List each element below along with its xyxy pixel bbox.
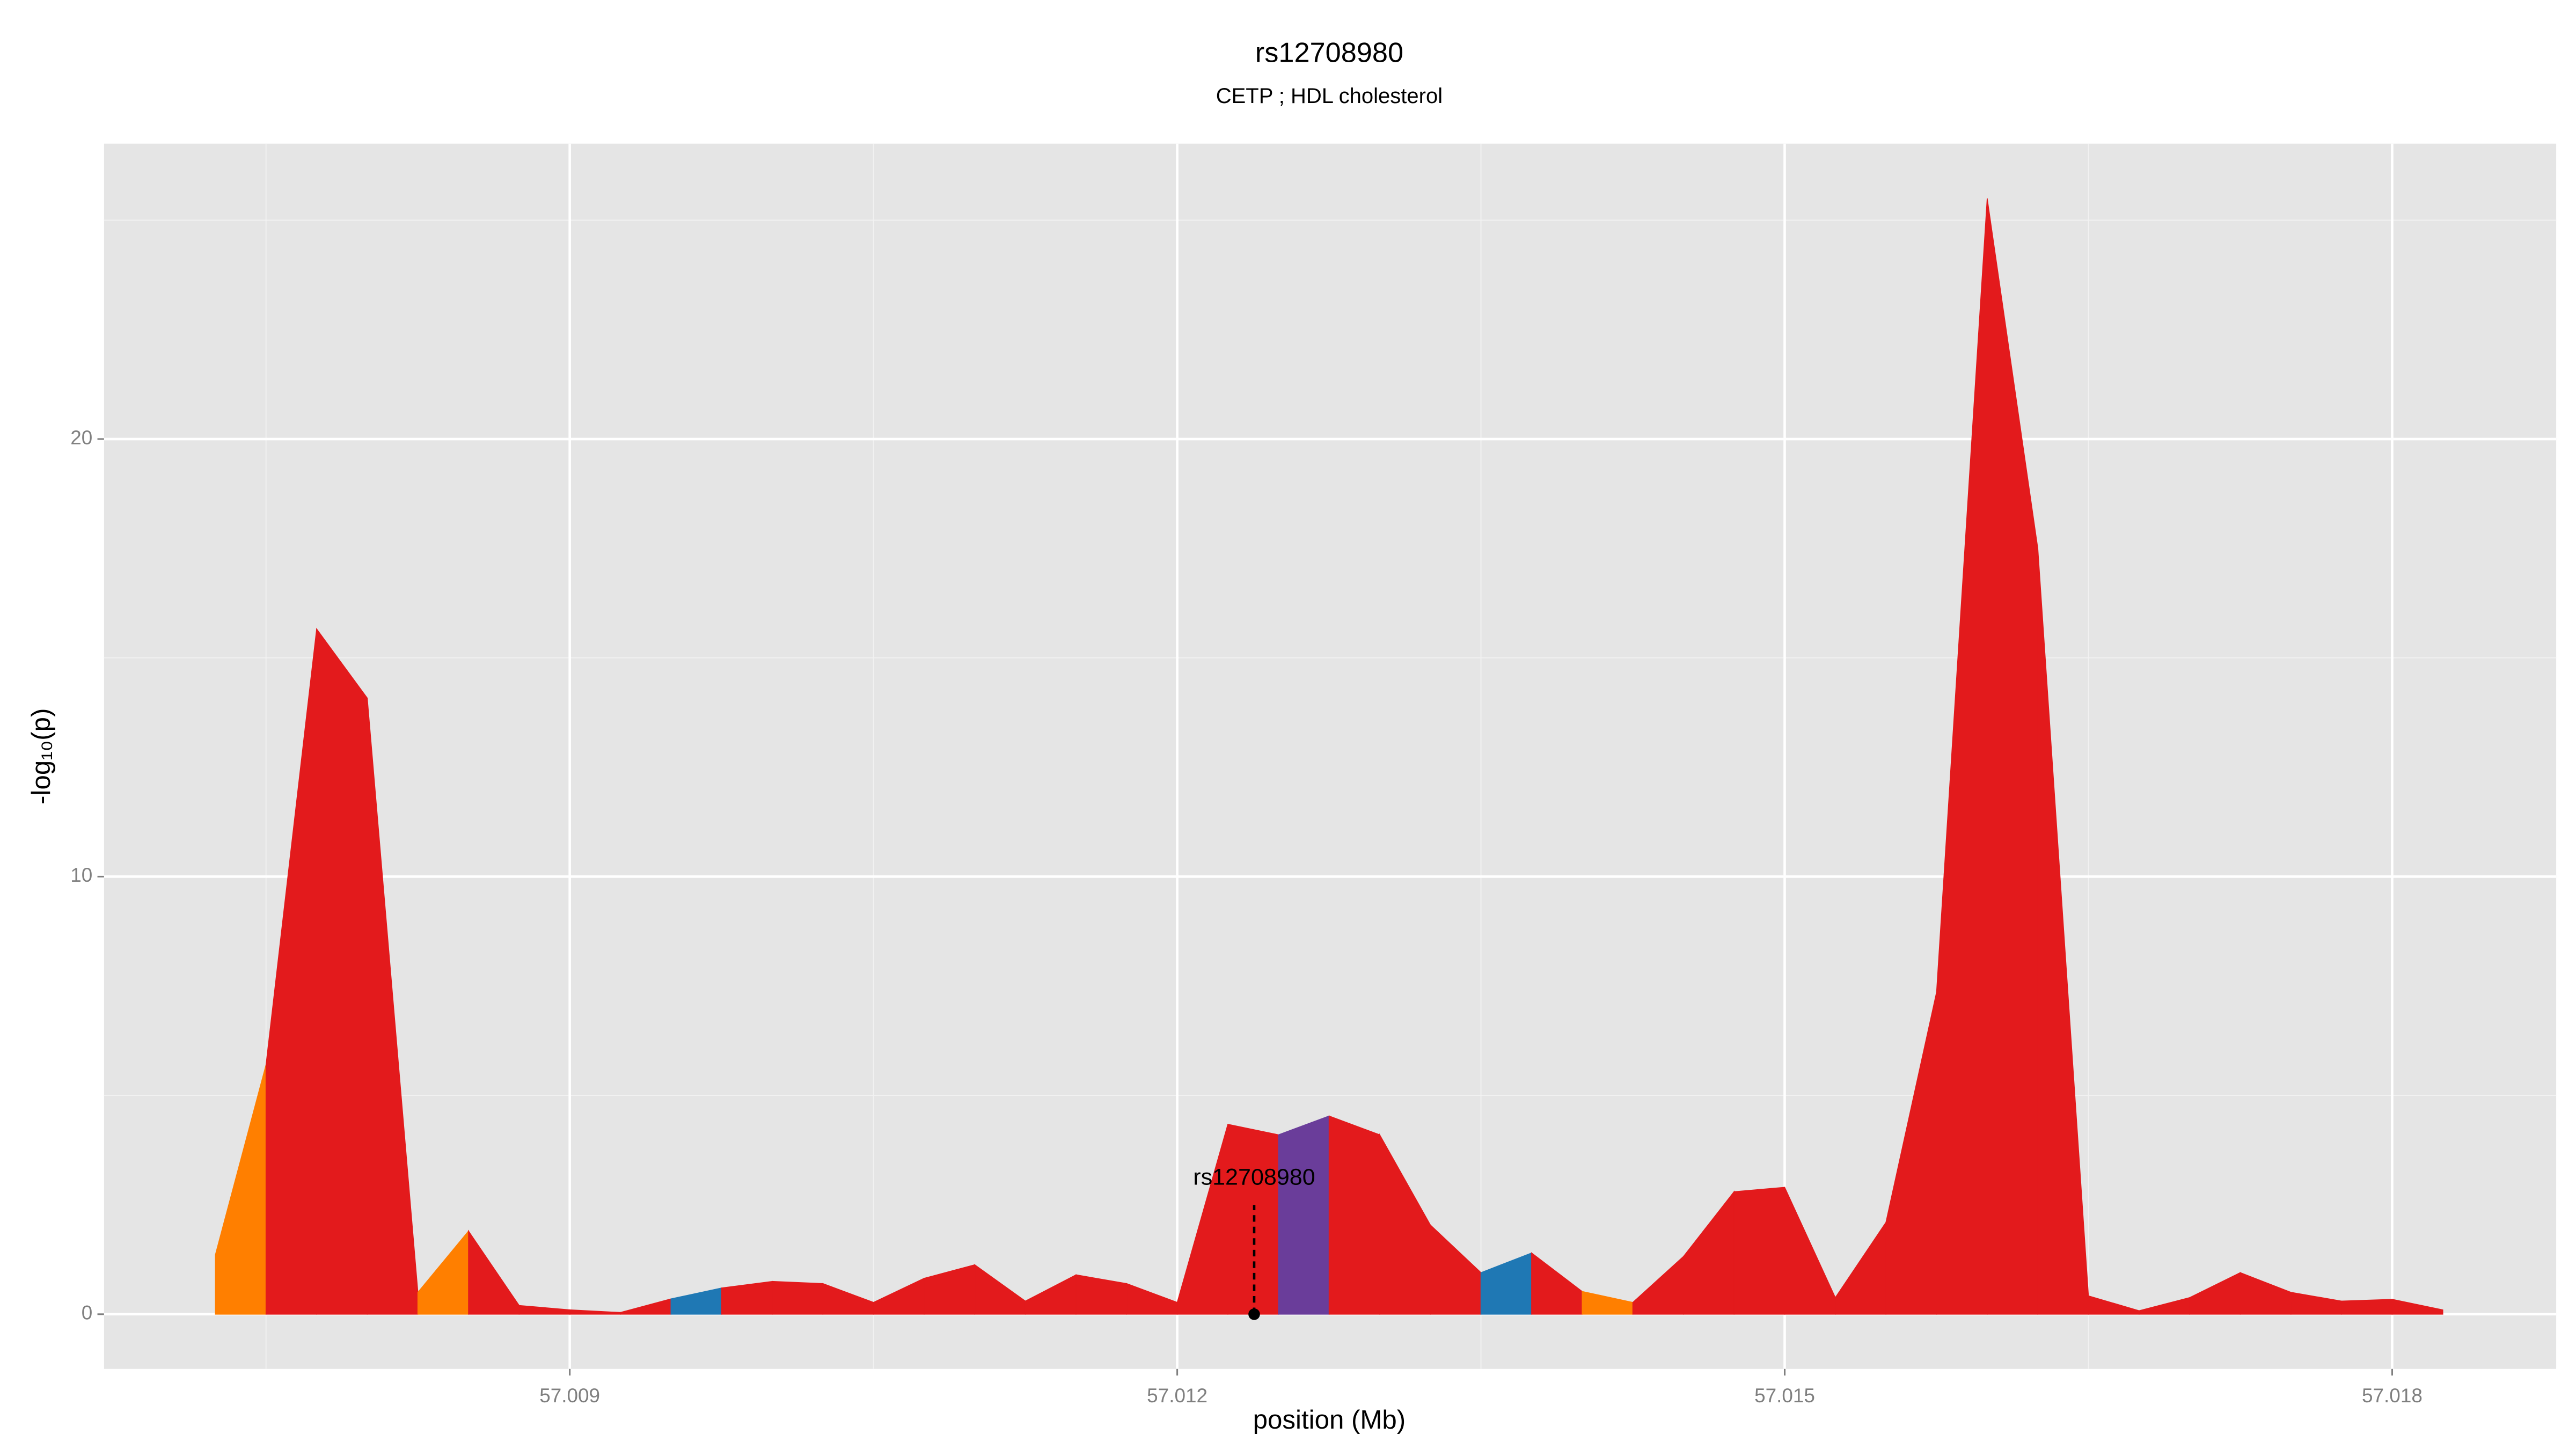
annotation-point — [1248, 1308, 1260, 1320]
x-tick-label: 57.009 — [539, 1385, 600, 1407]
area-segment — [2391, 1299, 2443, 1315]
chart-subtitle: CETP ; HDL cholesterol — [1216, 84, 1443, 108]
annotation-label: rs12708980 — [1193, 1164, 1315, 1190]
area-segment — [1278, 1115, 1330, 1315]
y-tick-label: 20 — [70, 427, 92, 449]
area-segment — [316, 627, 368, 1315]
y-tick-label: 0 — [82, 1302, 93, 1324]
x-tick-label: 57.012 — [1147, 1385, 1208, 1407]
y-tick-label: 10 — [70, 864, 92, 886]
x-tick-label: 57.018 — [2362, 1385, 2423, 1407]
chart-title: rs12708980 — [1255, 37, 1403, 68]
area-segment — [1328, 1115, 1380, 1315]
area-segment — [1733, 1187, 1785, 1315]
y-axis-label: -log₁₀(p) — [26, 708, 56, 804]
area-segment — [772, 1280, 824, 1315]
x-axis-label: position (Mb) — [1253, 1405, 1406, 1435]
area-segment — [2341, 1299, 2393, 1315]
x-tick-label: 57.015 — [1754, 1385, 1815, 1407]
